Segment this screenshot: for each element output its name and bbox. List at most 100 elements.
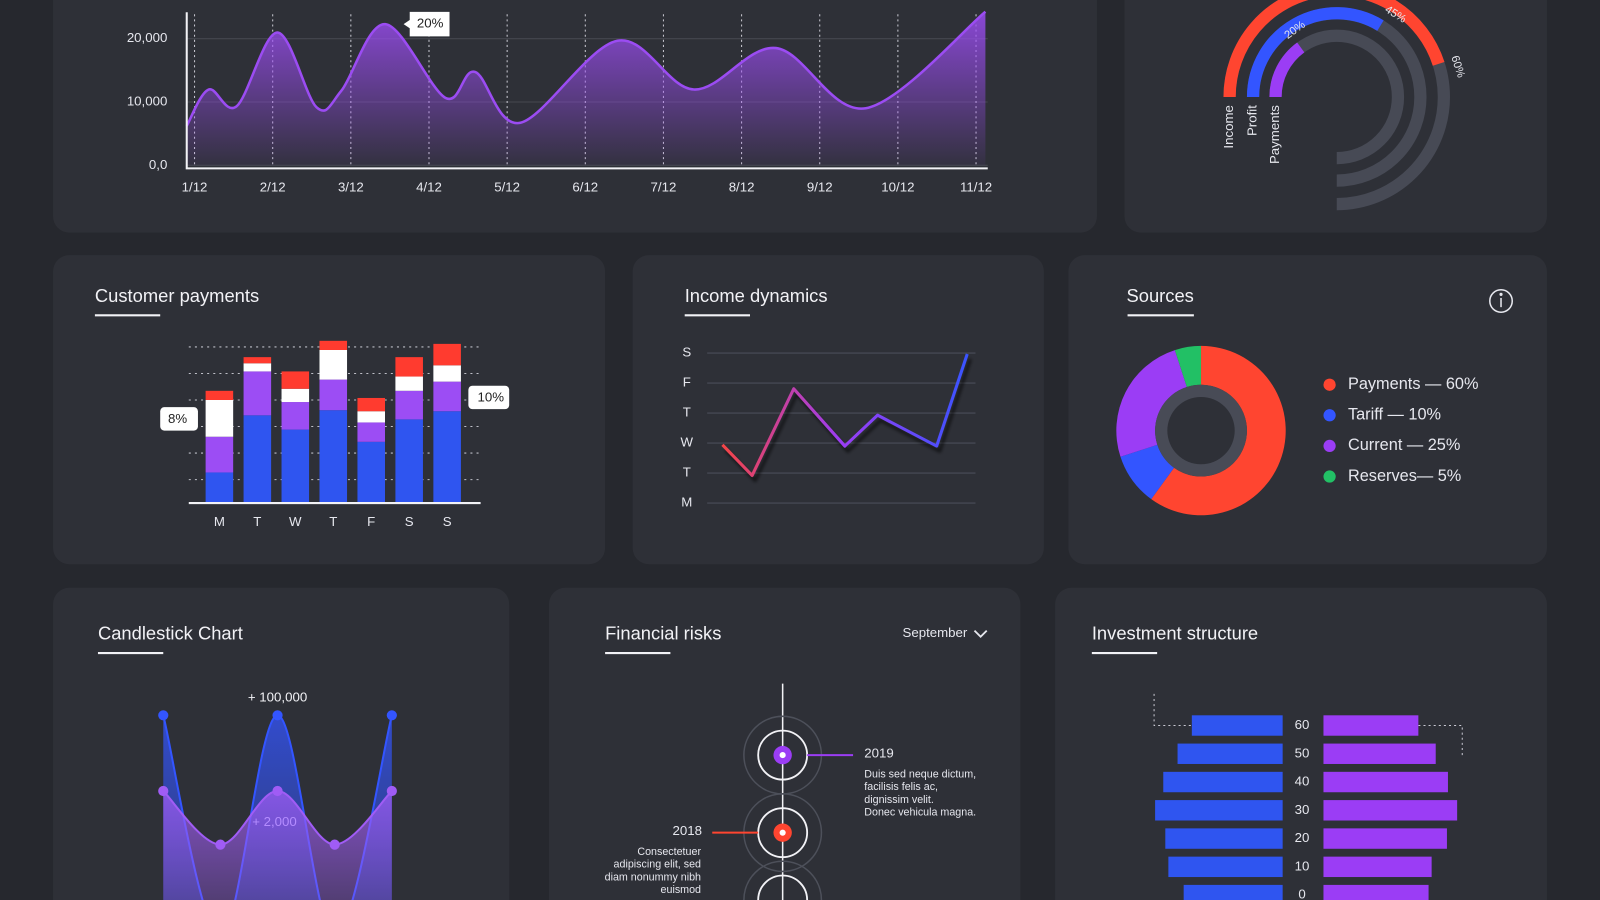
wave-point	[272, 785, 283, 797]
bar-segment	[395, 357, 423, 377]
bracket	[1153, 693, 1192, 727]
bar-segment	[433, 381, 461, 412]
legend-dot	[1323, 439, 1336, 453]
wave-point	[386, 710, 397, 721]
bar-segment	[205, 390, 234, 400]
bar-segment	[319, 410, 348, 503]
bar-segment	[395, 390, 423, 420]
donut-segment	[1151, 345, 1286, 516]
bar-segment	[433, 343, 461, 366]
bar-segment	[243, 363, 272, 372]
node-halo	[743, 860, 823, 900]
bar-segment	[319, 379, 348, 411]
donut-hole	[1167, 396, 1235, 465]
bar-right	[1323, 828, 1447, 849]
bar-segment	[281, 388, 310, 403]
title-underlines	[94, 314, 1194, 655]
bar-right	[1323, 715, 1419, 736]
row-label: 40	[1295, 774, 1310, 789]
x-tick-label: 11/12	[960, 179, 992, 194]
wave-area	[163, 791, 392, 900]
panel-title: Financial risks	[605, 623, 721, 644]
x-tick-label: T	[329, 514, 337, 529]
annotation-box	[468, 385, 510, 410]
legend-dot	[1323, 378, 1336, 391]
radial-bar	[1269, 42, 1305, 98]
wave-point	[329, 839, 340, 850]
donut-segment	[1116, 350, 1187, 457]
bar-segment	[395, 419, 423, 503]
event-text: diam nonummy nibh	[605, 871, 701, 883]
x-tick-label: 4/12	[416, 179, 442, 194]
legend-label: Payments — 60%	[1348, 375, 1479, 393]
radial-bar	[1223, 0, 1445, 97]
x-tick-label: 1/12	[182, 179, 208, 194]
y-tick-label: 20,000	[127, 30, 168, 45]
event-text: adipiscing elit, sed	[614, 859, 702, 871]
row-label: 30	[1295, 802, 1310, 817]
row-label: 0	[1298, 887, 1305, 900]
y-tick-label: T	[683, 405, 691, 420]
event-text: Duis sed neque dictum,	[864, 768, 976, 780]
annotation: 20%	[417, 16, 444, 31]
area-line	[185, 10, 987, 127]
bar-left	[1163, 771, 1283, 793]
line	[721, 353, 969, 477]
dropdown-chevron[interactable]	[973, 629, 988, 639]
event-text: euismod	[661, 884, 702, 896]
event-text: Donec vehicula magna.	[864, 807, 976, 819]
legend-label: Reserves— 5%	[1348, 467, 1461, 485]
node-center	[779, 829, 786, 836]
bar-segment	[243, 415, 272, 503]
bar-left	[1177, 743, 1283, 764]
event-text: facilisis felis ac,	[864, 781, 938, 793]
bar-segment	[205, 400, 234, 437]
bar-segment	[433, 411, 461, 503]
bar-segment	[281, 402, 310, 430]
node-center	[779, 752, 786, 759]
x-tick-label: 5/12	[494, 179, 520, 194]
annotation-box	[403, 11, 450, 37]
axis	[185, 12, 988, 170]
bar-segment	[357, 397, 385, 412]
bar-right	[1323, 856, 1432, 878]
y-tick-label: 0,0	[149, 157, 167, 172]
panel	[1055, 587, 1547, 900]
y-tick-label: 10,000	[127, 93, 168, 108]
annotation: + 2,000	[252, 814, 297, 829]
row-label: 60	[1295, 717, 1310, 732]
bar-right	[1323, 743, 1436, 764]
legend-dot	[1323, 409, 1336, 422]
area-fill	[186, 11, 986, 166]
wave-point	[386, 785, 397, 797]
bar-segment	[357, 441, 385, 503]
y-tick-label: M	[681, 495, 692, 510]
bar-right	[1323, 771, 1448, 793]
info-icon[interactable]	[1489, 289, 1514, 314]
panel-title: Sources	[1127, 285, 1194, 306]
x-tick-label: 8/12	[729, 179, 755, 194]
x-tick-label: S	[443, 514, 452, 529]
x-tick-label: 7/12	[651, 179, 677, 194]
panel	[632, 255, 1044, 565]
event-year: 2018	[673, 823, 702, 838]
bar-segment	[319, 340, 348, 350]
x-tick-label: T	[253, 514, 261, 529]
y-tick-label: F	[683, 375, 691, 390]
donut-segment	[1120, 444, 1175, 500]
legend-dot	[1323, 470, 1336, 483]
annotation: + 100,000	[248, 689, 307, 704]
bar-segment	[243, 357, 272, 364]
wave-point	[158, 710, 169, 721]
wave-point	[272, 710, 283, 721]
annotation: 10%	[478, 389, 505, 404]
bar-segment	[357, 411, 385, 423]
bar-left	[1155, 800, 1283, 821]
bar-segment	[433, 365, 461, 382]
x-tick-label: M	[214, 514, 225, 529]
wave-point	[158, 785, 169, 797]
radial-category: Profit	[1245, 105, 1260, 136]
bar-segment	[243, 371, 272, 416]
